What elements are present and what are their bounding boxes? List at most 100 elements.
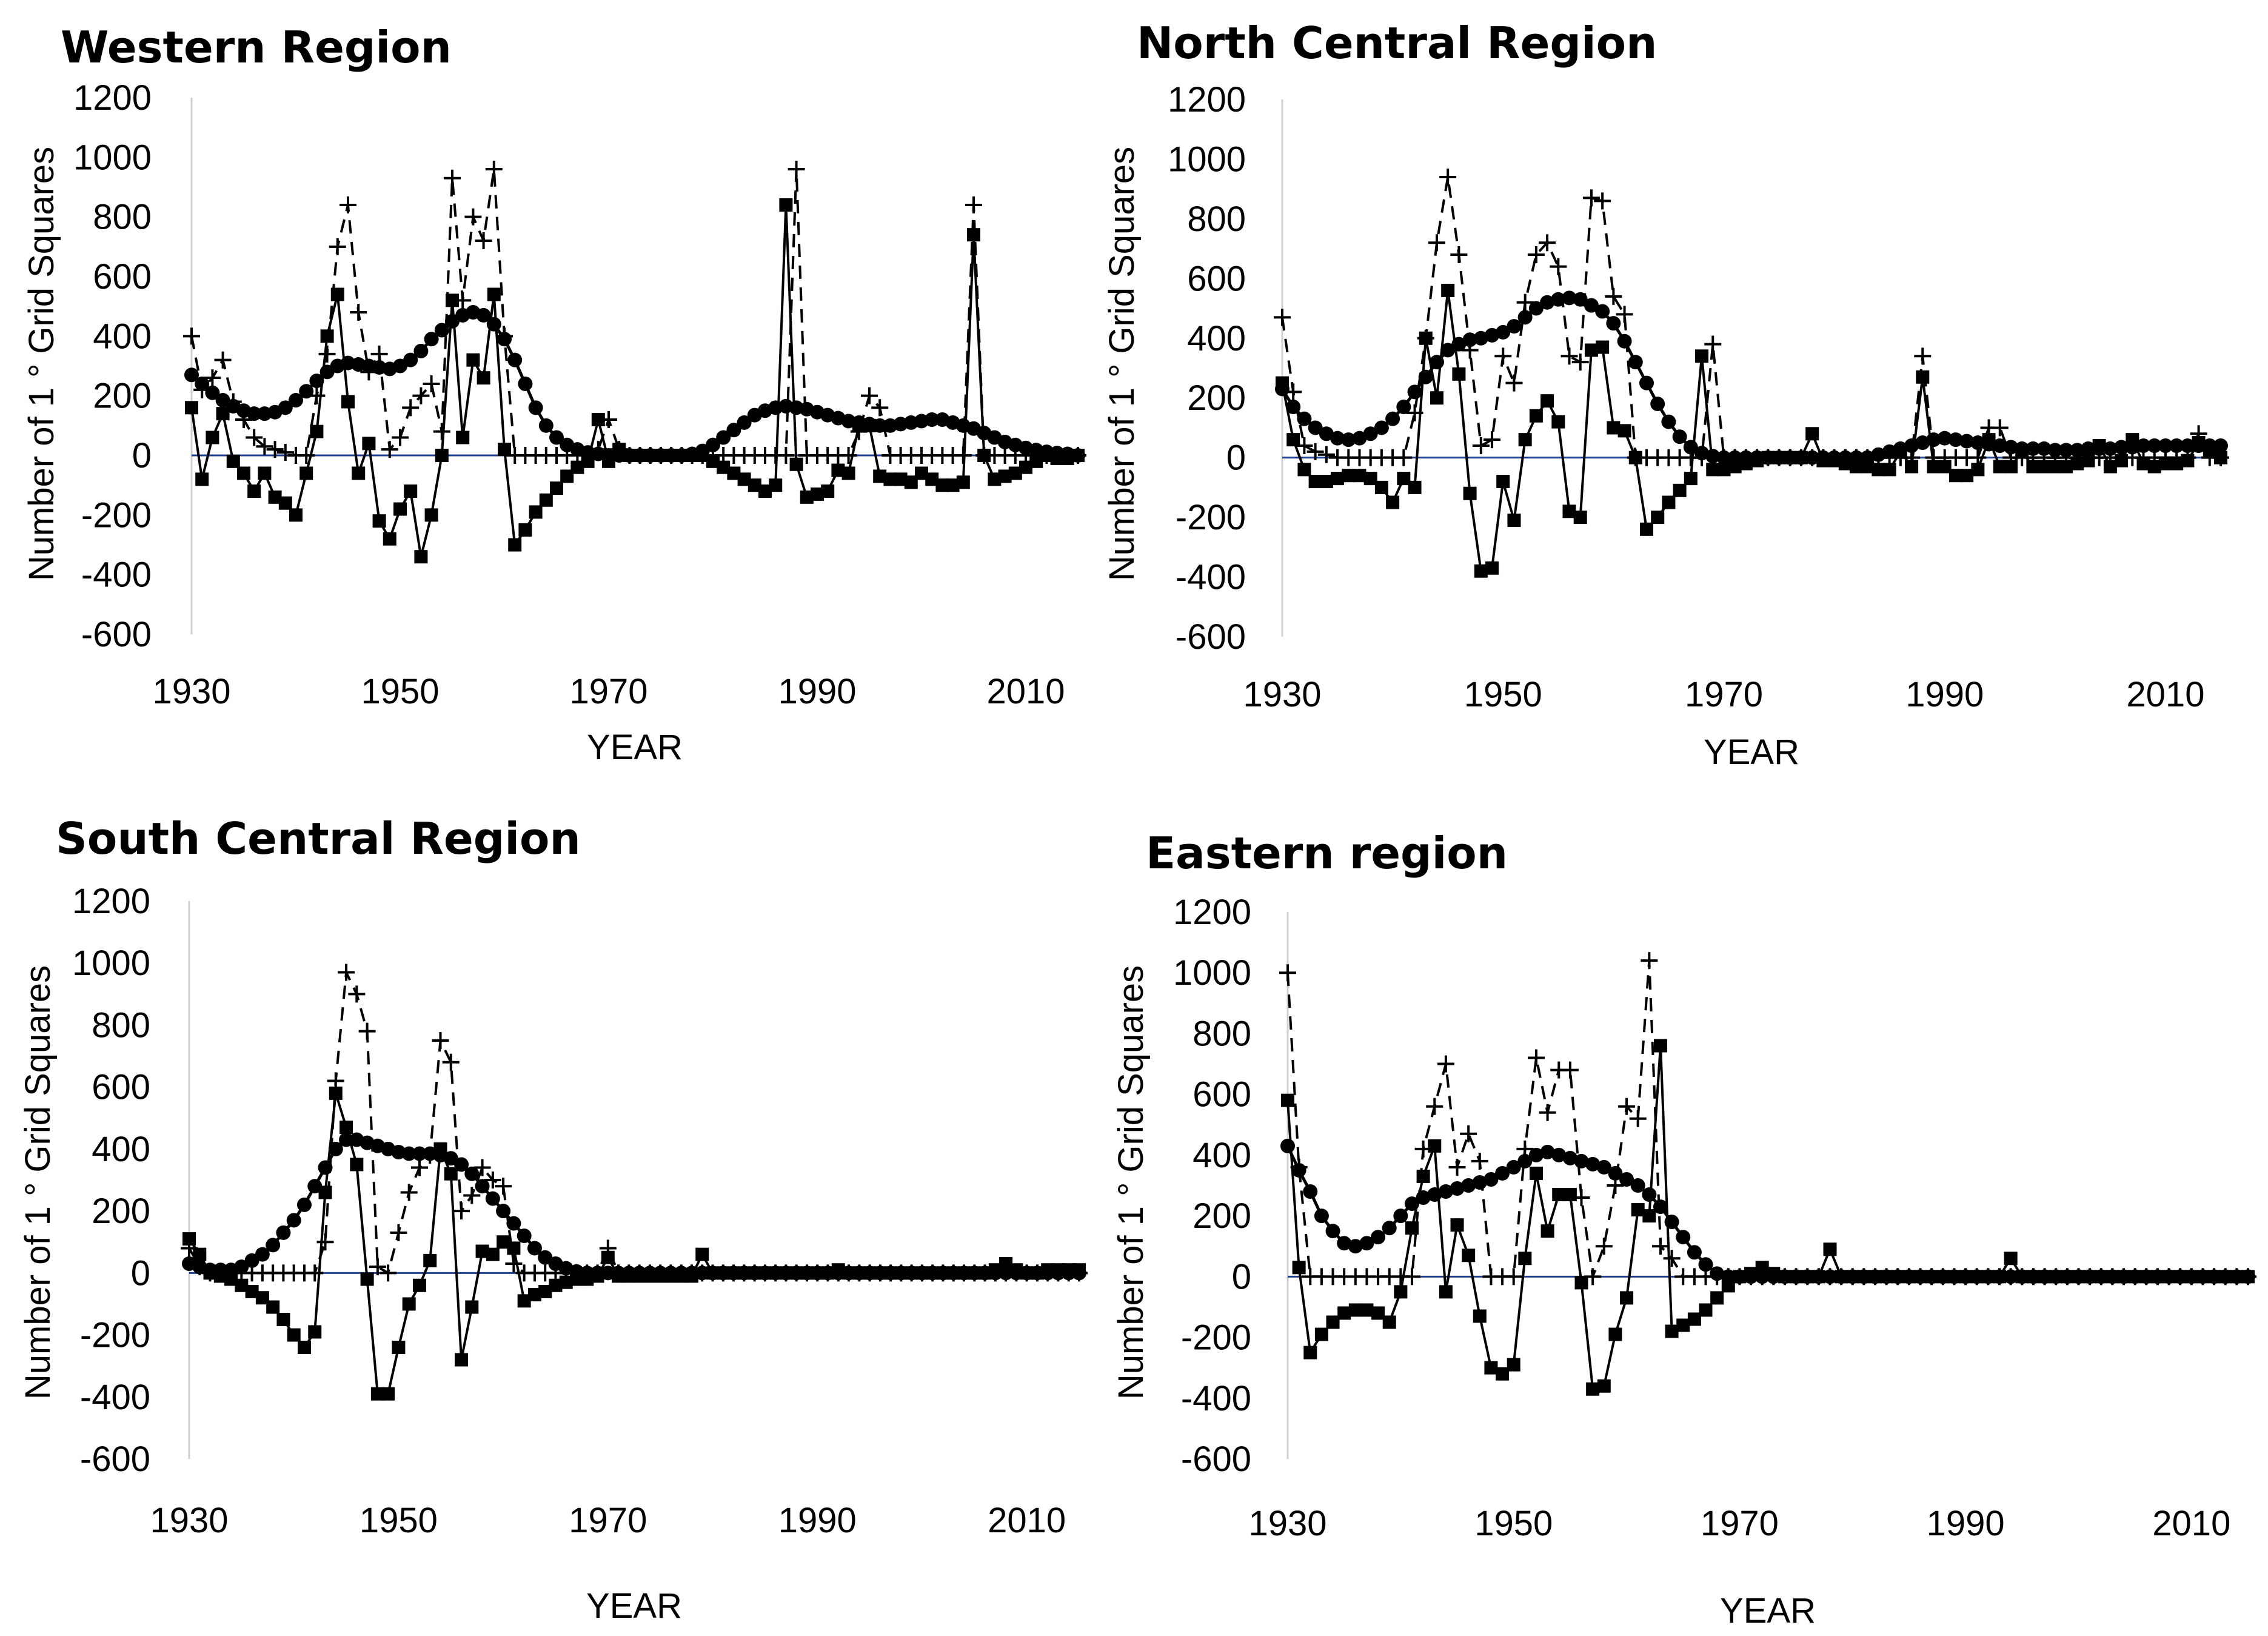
data-point-circle bbox=[2036, 441, 2052, 456]
data-point-circle bbox=[496, 1204, 511, 1219]
data-point-circle bbox=[2003, 1269, 2018, 1284]
data-point-square bbox=[915, 466, 928, 480]
data-point-circle bbox=[1540, 295, 1555, 310]
data-point-circle bbox=[2092, 441, 2107, 456]
y-tick-label: 600 bbox=[1193, 1075, 1251, 1115]
x-tick-label: 1970 bbox=[569, 672, 647, 711]
data-point-circle bbox=[1551, 292, 1566, 307]
data-point-circle bbox=[1462, 332, 1477, 347]
data-point-square bbox=[2214, 451, 2227, 464]
data-point-circle bbox=[1935, 1269, 1950, 1284]
data-point-circle bbox=[2114, 440, 2129, 455]
data-point-square bbox=[276, 1313, 290, 1326]
data-point-square bbox=[1363, 472, 1377, 486]
data-point-circle bbox=[1771, 450, 1787, 465]
data-point-square bbox=[1573, 511, 1587, 525]
data-point-circle bbox=[1404, 1196, 1419, 1212]
data-point-square bbox=[393, 502, 407, 516]
y-tick-label: -400 bbox=[1176, 558, 1246, 597]
data-point-square bbox=[1496, 1367, 1510, 1381]
data-point-circle bbox=[549, 430, 564, 445]
data-point-circle bbox=[1721, 1269, 1736, 1284]
data-point-square bbox=[486, 1247, 500, 1261]
data-point-square bbox=[330, 287, 344, 301]
data-point-circle bbox=[1630, 1178, 1645, 1193]
data-point-square bbox=[727, 466, 741, 480]
data-point-circle bbox=[1653, 1199, 1668, 1215]
series-line-plus bbox=[1281, 176, 2221, 459]
data-point-square bbox=[465, 1300, 479, 1314]
data-point-circle bbox=[339, 1132, 354, 1147]
data-point-square bbox=[320, 329, 334, 343]
data-point-circle bbox=[632, 1266, 647, 1281]
data-point-square bbox=[925, 472, 939, 486]
data-point-circle bbox=[2071, 1269, 2086, 1284]
data-point-circle bbox=[1924, 1269, 1939, 1284]
data-point-circle bbox=[1937, 431, 1952, 446]
data-point-square bbox=[1450, 1218, 1464, 1232]
data-point-square bbox=[517, 1294, 531, 1308]
data-point-circle bbox=[2173, 1269, 2188, 1284]
data-point-circle bbox=[1816, 450, 1831, 465]
data-point-circle bbox=[286, 1213, 301, 1228]
data-point-circle bbox=[1871, 447, 1886, 462]
panel-4: Eastern region 1200 1000 800 600 400 200 0 -200 -… bbox=[1111, 828, 2256, 1631]
data-point-square bbox=[255, 1291, 269, 1305]
data-point-circle bbox=[1664, 1215, 1679, 1230]
data-point-square bbox=[297, 1341, 311, 1354]
data-point-square bbox=[370, 1387, 384, 1401]
data-point-circle bbox=[1642, 1187, 1657, 1202]
data-point-circle bbox=[517, 1229, 532, 1243]
data-point-circle bbox=[715, 1266, 731, 1281]
data-point-circle bbox=[309, 374, 324, 389]
x-tick-label: 1990 bbox=[778, 1501, 857, 1540]
data-point-circle bbox=[1314, 1209, 1329, 1224]
data-point-circle bbox=[768, 1266, 783, 1281]
y-tick-label: -400 bbox=[80, 1378, 150, 1417]
data-point-circle bbox=[1628, 355, 1643, 370]
data-point-circle bbox=[1732, 1269, 1747, 1284]
data-point-circle bbox=[1901, 1269, 1916, 1284]
data-point-square bbox=[1916, 370, 1930, 384]
data-point-circle bbox=[841, 1266, 857, 1281]
data-point-circle bbox=[684, 1266, 699, 1281]
y-tick-label: 0 bbox=[1226, 438, 1246, 478]
series-line-square bbox=[190, 204, 1079, 558]
data-point-circle bbox=[778, 1266, 794, 1281]
data-point-circle bbox=[1981, 437, 1996, 452]
data-point-square bbox=[935, 478, 949, 492]
data-point-circle bbox=[967, 1266, 982, 1281]
data-point-circle bbox=[276, 1225, 291, 1240]
data-point-circle bbox=[2025, 441, 2041, 456]
chart-title: Western Region bbox=[61, 22, 452, 73]
data-point-square bbox=[1665, 1324, 1679, 1338]
data-point-circle bbox=[1359, 1236, 1374, 1251]
data-point-square bbox=[381, 1387, 395, 1401]
x-tick-label: 1930 bbox=[150, 1501, 228, 1540]
data-point-square bbox=[402, 1297, 416, 1311]
data-point-square bbox=[1297, 463, 1311, 477]
data-point-square bbox=[1960, 469, 1974, 483]
data-point-circle bbox=[946, 1266, 961, 1281]
data-point-square bbox=[560, 469, 574, 483]
data-point-square bbox=[1927, 460, 1941, 474]
x-tick-label: 2010 bbox=[986, 672, 1065, 711]
data-point-circle bbox=[1969, 1269, 1984, 1284]
data-point-square bbox=[1303, 1346, 1317, 1359]
data-point-circle bbox=[1009, 1266, 1024, 1281]
data-point-square bbox=[988, 472, 1002, 486]
data-point-circle bbox=[674, 1266, 689, 1281]
data-point-circle bbox=[1947, 1269, 1962, 1284]
data-point-square bbox=[998, 469, 1012, 483]
y-axis-label: Number of 1 ° Grid Squares bbox=[22, 147, 61, 581]
data-point-circle bbox=[2003, 440, 2018, 455]
data-point-square bbox=[247, 484, 261, 498]
series-circle bbox=[182, 1132, 1086, 1281]
data-point-circle bbox=[1540, 1144, 1555, 1159]
data-point-square bbox=[2004, 460, 2018, 474]
data-point-square bbox=[1484, 1361, 1498, 1375]
data-point-square bbox=[1462, 1249, 1476, 1262]
data-point-square bbox=[2081, 454, 2095, 468]
data-point-circle bbox=[622, 448, 637, 463]
data-point-circle bbox=[1915, 435, 1930, 451]
